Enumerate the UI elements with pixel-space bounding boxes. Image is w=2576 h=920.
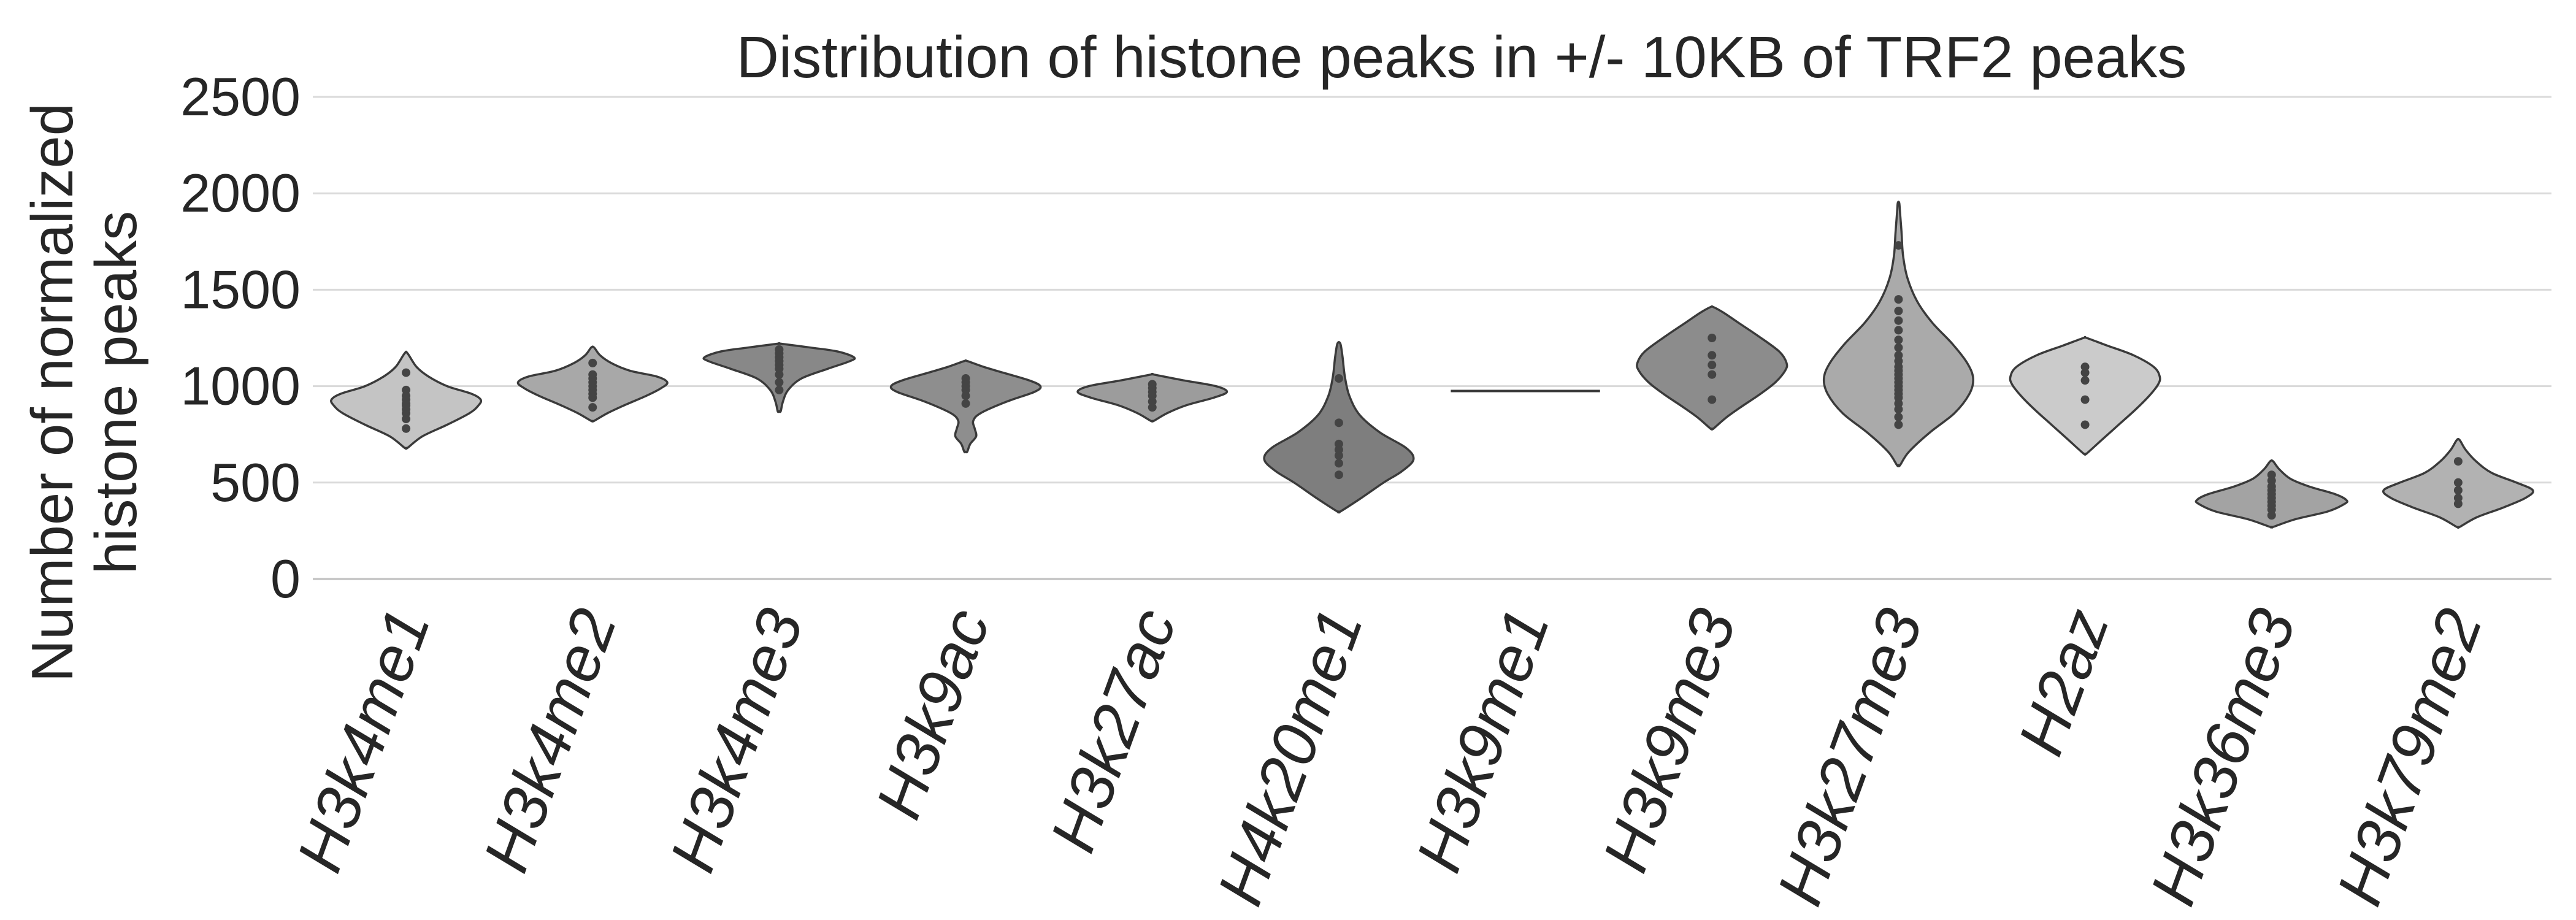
y-tick-label: 2000 [180, 163, 301, 223]
x-tick-label: H3k4me3 [657, 600, 817, 881]
data-point [1894, 326, 1903, 335]
data-point [1708, 370, 1717, 379]
x-tick-label: H3k4me1 [283, 600, 443, 881]
data-point [402, 368, 411, 377]
data-point [2080, 395, 2090, 404]
y-axis-label-line-1: Number of normalized [20, 103, 85, 682]
data-point [1334, 418, 1343, 427]
data-point [1894, 343, 1903, 352]
data-point [588, 370, 597, 379]
data-point [1894, 306, 1903, 315]
data-point [1894, 316, 1903, 325]
data-point [588, 358, 597, 367]
violins [330, 201, 2534, 529]
violin-h3k79me2 [2382, 437, 2534, 529]
y-tick-label: 500 [210, 452, 301, 513]
data-point [1894, 351, 1903, 360]
x-tick-label: H4k20me1 [1204, 600, 1376, 914]
violin-h3k27me3 [1822, 201, 1974, 467]
data-point [775, 385, 784, 394]
data-point [1894, 295, 1903, 304]
violin-h3k4me3 [702, 342, 856, 413]
data-point [2080, 420, 2090, 429]
data-point [2080, 362, 2090, 372]
data-point [961, 374, 970, 383]
data-point [1894, 335, 1903, 345]
violin-h3k9me3 [1636, 305, 1788, 431]
data-point [2453, 457, 2463, 466]
x-tick-label: H3k27me3 [1764, 600, 1936, 914]
data-point [2267, 470, 2276, 480]
data-point [2080, 376, 2090, 385]
y-tick-label: 2500 [180, 66, 301, 127]
y-tick-label: 0 [270, 548, 301, 609]
data-point [1894, 412, 1903, 421]
violin-h3k4me1 [330, 350, 483, 450]
data-point [1894, 420, 1903, 429]
data-point [961, 399, 970, 408]
y-tick-label: 1500 [180, 259, 301, 320]
violin-body [1263, 341, 1415, 514]
data-point [1148, 380, 1157, 389]
data-point [1334, 470, 1343, 480]
x-tick-label: H3k36me3 [2137, 600, 2309, 914]
violin-h3k27ac [1076, 372, 1229, 423]
x-tick-label: H3k4me2 [470, 600, 631, 881]
chart-title: Distribution of histone peaks in +/- 10K… [737, 25, 2187, 90]
data-point [588, 403, 597, 412]
violin-h4k20me1 [1263, 341, 1415, 514]
x-tick-label: H3k79me2 [2323, 600, 2496, 914]
y-tick-labels: 0 500 1000 1500 2000 2500 [180, 66, 301, 609]
data-point [1334, 459, 1343, 468]
y-tick-label: 1000 [180, 356, 301, 416]
data-point [775, 378, 784, 387]
data-point [402, 385, 411, 394]
data-point [1334, 439, 1343, 448]
x-tick-labels: H3k4me1 H3k4me2 H3k4me3 H3k9ac H3k27ac H4k20m… [283, 600, 2496, 914]
data-point [1334, 374, 1343, 383]
x-tick-label: H3k9me3 [1590, 600, 1750, 881]
data-point [1708, 361, 1717, 370]
data-point [2453, 478, 2463, 487]
violin-h3k9ac [889, 359, 1042, 454]
y-axis-label-line-2: histone peaks [83, 211, 149, 574]
violin-h2az [2009, 335, 2161, 456]
x-tick-label: H3k27ac [1037, 600, 1190, 861]
data-point [1708, 351, 1717, 360]
data-point [775, 345, 784, 354]
data-point [1894, 241, 1903, 250]
x-tick-label: H3k9ac [863, 600, 1004, 827]
data-point [402, 424, 411, 433]
data-point [1708, 395, 1717, 404]
data-point [2453, 486, 2463, 495]
data-point [1708, 334, 1717, 342]
data-point [2453, 493, 2463, 502]
y-axis-label: Number of normalized histone peaks [20, 103, 149, 682]
violin-h3k36me3 [2195, 459, 2348, 529]
x-tick-label: H3k9me1 [1403, 600, 1563, 881]
gridlines [313, 96, 2551, 484]
x-tick-label: H2az [2005, 600, 2123, 764]
violin-h3k4me2 [516, 345, 669, 423]
